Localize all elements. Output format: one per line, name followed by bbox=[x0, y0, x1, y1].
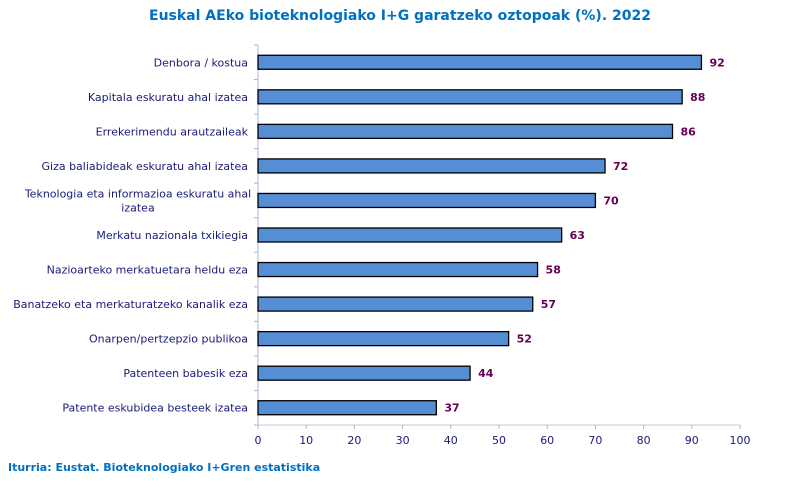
value-label: 58 bbox=[546, 264, 561, 277]
value-label: 44 bbox=[478, 367, 494, 380]
x-tick-label: 70 bbox=[588, 434, 602, 447]
category-label: Banatzeko eta merkaturatzeko kanalik eza bbox=[13, 298, 248, 311]
value-label: 92 bbox=[709, 56, 724, 69]
bar bbox=[257, 400, 437, 416]
category-label: Errekerimendu arautzaileak bbox=[96, 125, 249, 138]
category-label: Merkatu nazionala txikiegia bbox=[96, 229, 248, 242]
value-label: 86 bbox=[681, 125, 697, 138]
x-tick-label: 60 bbox=[540, 434, 554, 447]
category-label: Nazioarteko merkatuetara heldu eza bbox=[47, 264, 248, 277]
category-label: Patente eskubidea besteek izatea bbox=[62, 402, 248, 415]
bar bbox=[257, 330, 510, 347]
bar bbox=[257, 123, 674, 140]
value-label: 52 bbox=[517, 333, 532, 346]
category-label: Giza baliabideak eskuratu ahal izatea bbox=[41, 160, 248, 173]
x-tick-label: 30 bbox=[396, 434, 410, 447]
category-label: Onarpen/pertzepzio publikoa bbox=[89, 333, 248, 346]
bar bbox=[257, 192, 597, 209]
x-tick-label: 100 bbox=[730, 434, 751, 447]
bar bbox=[257, 261, 539, 278]
chart-title: Euskal AEko bioteknologiako I+G garatzek… bbox=[149, 8, 651, 24]
value-label: 63 bbox=[570, 229, 585, 242]
bar bbox=[257, 296, 534, 312]
bar bbox=[257, 158, 606, 174]
bar bbox=[257, 227, 563, 243]
x-tick-label: 40 bbox=[444, 434, 458, 447]
bar bbox=[257, 365, 471, 381]
x-tick-label: 50 bbox=[492, 434, 506, 447]
x-tick-label: 10 bbox=[299, 434, 313, 447]
value-label: 57 bbox=[541, 298, 556, 311]
value-label: 70 bbox=[603, 194, 619, 207]
category-label: Patenteen babesik eza bbox=[123, 367, 248, 380]
bar bbox=[257, 54, 703, 70]
x-tick-label: 90 bbox=[685, 434, 699, 447]
x-tick-label: 80 bbox=[637, 434, 651, 447]
source-note: Iturria: Eustat. Bioteknologiako I+Gren … bbox=[8, 461, 321, 474]
category-label: Teknologia eta informazioa eskuratu ahal… bbox=[24, 187, 251, 214]
category-label: Denbora / kostua bbox=[154, 56, 248, 69]
bar bbox=[257, 89, 683, 105]
x-tick-label: 20 bbox=[347, 434, 361, 447]
value-label: 72 bbox=[613, 160, 628, 173]
category-label: Kapitala eskuratu ahal izatea bbox=[88, 91, 248, 104]
x-tick-label: 0 bbox=[255, 434, 262, 447]
value-label: 88 bbox=[690, 91, 705, 104]
value-label: 37 bbox=[444, 402, 459, 415]
